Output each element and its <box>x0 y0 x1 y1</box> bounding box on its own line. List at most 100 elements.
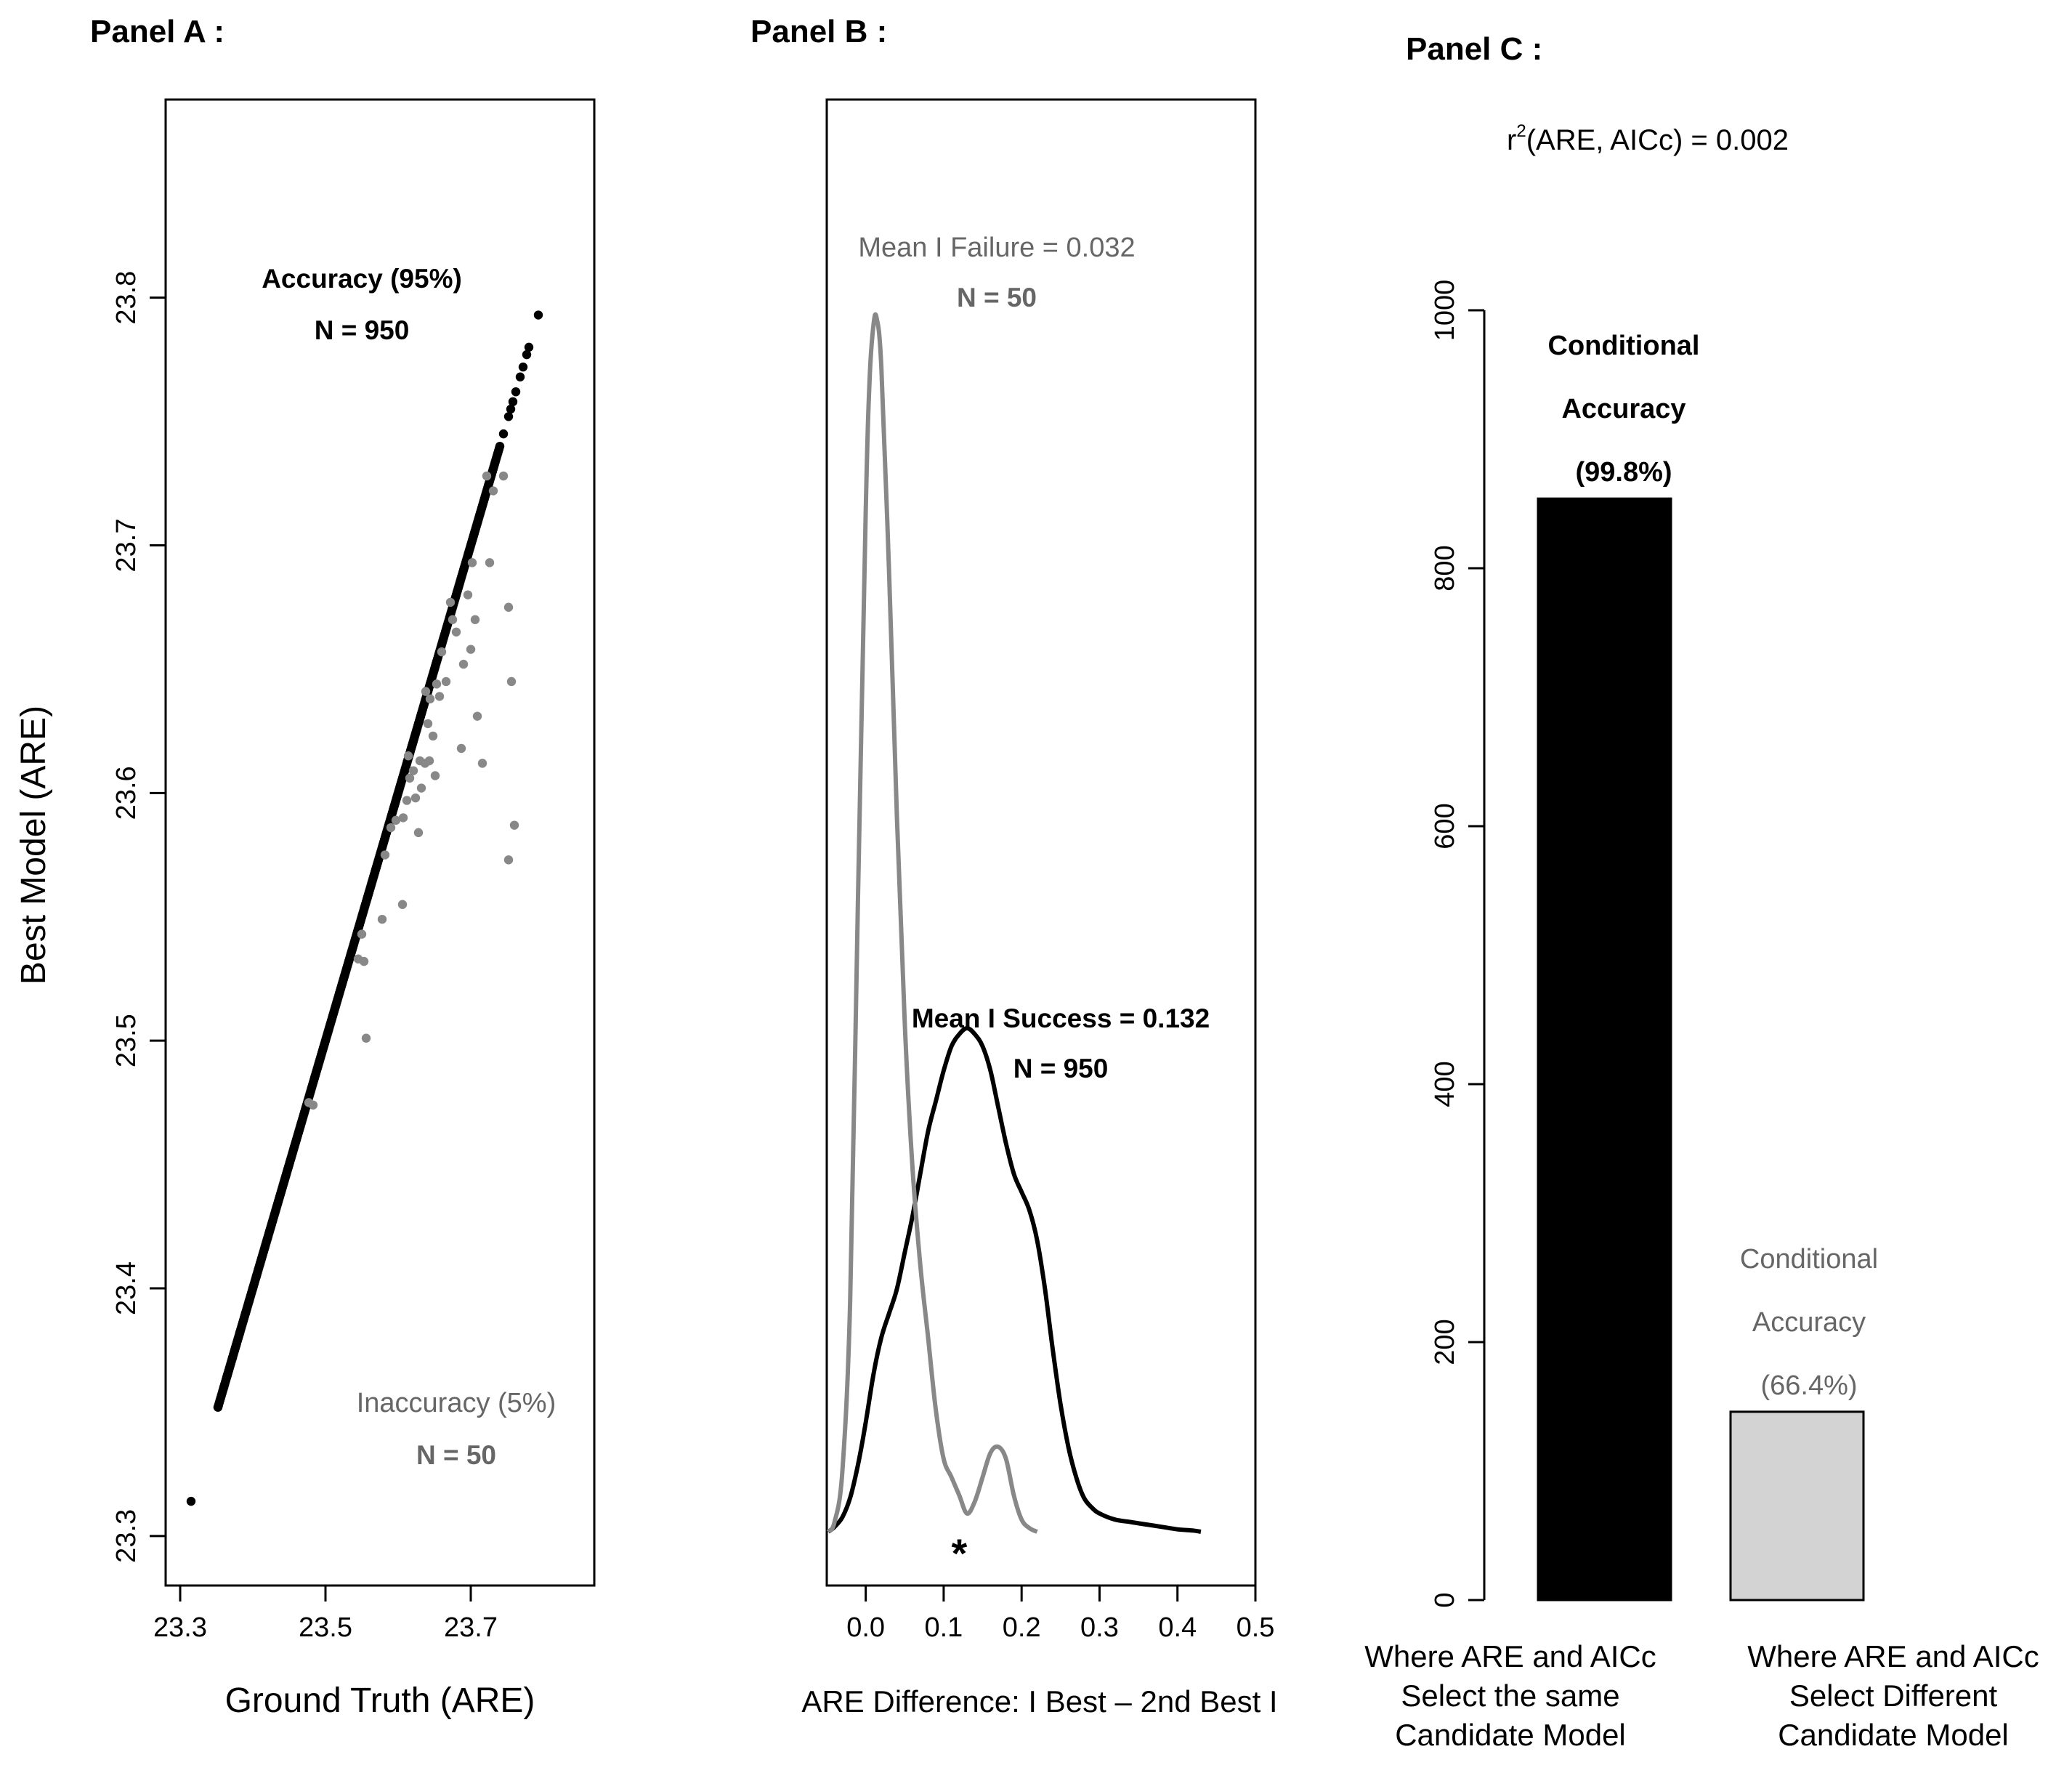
panel-a-y-axis-label: Best Model (ARE) <box>15 706 53 985</box>
panel-a-inaccurate-point <box>470 615 480 624</box>
panel-a-points <box>186 310 543 1506</box>
panel-c-y-tick-label: 1000 <box>1430 280 1460 342</box>
panel-a-inaccurate-point <box>424 756 434 766</box>
panel-a-inaccurate-point <box>463 590 473 599</box>
panel-a-inaccurate-point <box>445 597 456 607</box>
panel-a-inaccurate-point <box>410 793 421 803</box>
panel-c: Panel C : r2(ARE, AICc) = 0.002 0 200 400 6… <box>1364 31 2039 1752</box>
panel-a-inaccurate-point <box>357 929 367 939</box>
panel-c-category-labels: Where ARE and AICc Select the same Candida… <box>1364 1639 2039 1752</box>
panel-c-category-label: Select Different <box>1789 1679 1998 1713</box>
panel-a-accurate-point <box>524 342 534 352</box>
panel-a-x-axis-label: Ground Truth (ARE) <box>225 1681 535 1720</box>
panel-a-inaccurate-point <box>451 627 461 637</box>
panel-c-subtitle-rest: (ARE, AICc) = 0.002 <box>1526 124 1789 156</box>
panel-c-bar-label: Accuracy <box>1561 394 1685 424</box>
panel-c-bar <box>1729 1410 1865 1602</box>
panel-a-title: Panel A : <box>90 14 224 49</box>
panel-a-accurate-point <box>508 397 518 407</box>
panel-a: Panel A : 23.323.423.523.623.723.8 23.3 2… <box>15 14 596 1720</box>
panel-a-accurate-point <box>495 441 505 451</box>
panel-b-x-axis-label: ARE Difference: I Best – 2nd Best I <box>801 1684 1277 1718</box>
panel-c-title: Panel C : <box>1406 31 1542 67</box>
panel-a-inaccurate-point <box>488 486 498 496</box>
panel-b-failure-density-line <box>826 312 1038 1534</box>
panel-b-x-tick-label: 0.0 <box>846 1612 885 1643</box>
panel-a-plot-frame <box>164 98 596 1587</box>
panel-a-inaccurate-point <box>441 676 451 687</box>
panel-c-y-tick-label: 400 <box>1430 1061 1460 1107</box>
panel-a-inaccurate-point <box>467 558 477 568</box>
panel-c-y-axis: 0 200 400 600 800 1000 <box>1430 280 1486 1608</box>
panel-a-accurate-point <box>248 1283 258 1293</box>
panel-a-inaccurate-point <box>377 914 387 924</box>
panel-a-accuracy-n: N = 950 <box>315 315 410 345</box>
panel-a-y-tick-label: 23.7 <box>111 519 142 573</box>
panel-a-inaccurate-point <box>380 850 390 860</box>
panel-a-accurate-point <box>231 1341 241 1350</box>
panel-a-inaccurate-point <box>434 692 445 701</box>
panel-a-inaccurate-point <box>423 719 433 729</box>
panel-a-inaccurate-point <box>425 694 435 704</box>
panel-a-x-tick-label: 23.5 <box>299 1612 352 1643</box>
panel-c-bar-label: (66.4%) <box>1760 1370 1857 1401</box>
panel-a-inaccurate-point <box>432 679 442 689</box>
panel-c-category-label: Where ARE and AICc <box>1364 1639 1656 1673</box>
panel-a-y-tick-label: 23.3 <box>111 1509 142 1563</box>
panel-a-y-tick-label: 23.4 <box>111 1261 142 1315</box>
panel-c-y-tick-label: 800 <box>1430 545 1460 591</box>
panel-c-bars <box>1537 497 1865 1602</box>
panel-a-accurate-point <box>255 1259 265 1269</box>
panel-b-x-axis: 0.0 0.1 0.2 0.3 0.4 0.5 <box>846 1586 1274 1643</box>
panel-a-accurate-point <box>506 404 516 414</box>
panel-a-inaccurate-point <box>402 796 412 805</box>
panel-a-inaccurate-point <box>413 828 424 838</box>
panel-a-inaccurate-point <box>308 1100 318 1110</box>
panel-c-y-tick-label: 0 <box>1430 1592 1460 1607</box>
panel-a-inaccurate-point <box>398 813 408 823</box>
panel-c-bar <box>1537 497 1672 1602</box>
panel-c-y-tick-label: 600 <box>1430 803 1460 849</box>
panel-a-inaccurate-point <box>405 773 415 783</box>
panel-a-inaccurate-point <box>506 676 517 687</box>
panel-b-x-tick-label: 0.1 <box>924 1612 963 1643</box>
panel-a-inaccurate-point <box>428 731 438 741</box>
panel-a-accurate-point <box>503 412 514 421</box>
panel-a-accurate-point <box>222 1370 232 1380</box>
panel-a-inaccurate-point <box>391 815 401 825</box>
panel-a-inaccurate-point <box>437 647 447 657</box>
panel-a-accurate-point <box>227 1353 238 1362</box>
panel-c-bar-labels: Conditional Accuracy (99.8%) Conditional Acc… <box>1548 331 1879 1401</box>
panel-a-x-axis: 23.3 23.5 23.7 <box>153 1586 498 1643</box>
panel-a-inaccurate-point <box>416 783 426 793</box>
panel-a-accurate-point <box>518 362 528 372</box>
panel-c-bar-label: (99.8%) <box>1575 457 1672 488</box>
panel-a-inaccurate-point <box>477 759 487 768</box>
panel-c-category-label: Candidate Model <box>1778 1718 2009 1752</box>
panel-c-category-label: Select the same <box>1401 1679 1619 1713</box>
panel-a-inaccurate-point <box>509 820 519 830</box>
panel-a-y-tick-label: 23.5 <box>111 1014 142 1067</box>
panel-a-inaccurate-point <box>386 823 396 833</box>
panel-b-x-tick-label: 0.5 <box>1237 1612 1275 1643</box>
panel-a-inaccurate-point <box>408 766 418 775</box>
panel-a-inaccurate-point <box>397 900 408 909</box>
panel-c-bar-label: Conditional <box>1740 1244 1878 1275</box>
panel-a-y-tick-label: 23.8 <box>111 271 142 325</box>
panel-c-y-tick-label: 200 <box>1430 1319 1460 1365</box>
panel-a-y-axis: 23.3 23.4 23.5 23.6 23.7 23.8 <box>111 271 166 1563</box>
panel-c-category-label: Candidate Model <box>1395 1718 1626 1752</box>
panel-c-bar-label: Accuracy <box>1752 1307 1866 1338</box>
panel-a-inaccuracy-label: Inaccuracy (5%) <box>357 1388 557 1418</box>
panel-c-subtitle-sup: 2 <box>1516 121 1526 141</box>
panel-a-inaccurate-point <box>472 711 482 721</box>
panel-a-inaccurate-point <box>456 743 466 754</box>
panel-a-inaccurate-point <box>448 615 458 624</box>
panel-a-x-tick-label: 23.7 <box>444 1612 498 1643</box>
panel-b-x-tick-label: 0.2 <box>1003 1612 1041 1643</box>
panel-a-inaccurate-point <box>430 771 440 780</box>
panel-a-accurate-point <box>235 1328 245 1338</box>
panel-a-accurate-point <box>522 350 532 360</box>
panel-b-x-tick-label: 0.4 <box>1158 1612 1197 1643</box>
